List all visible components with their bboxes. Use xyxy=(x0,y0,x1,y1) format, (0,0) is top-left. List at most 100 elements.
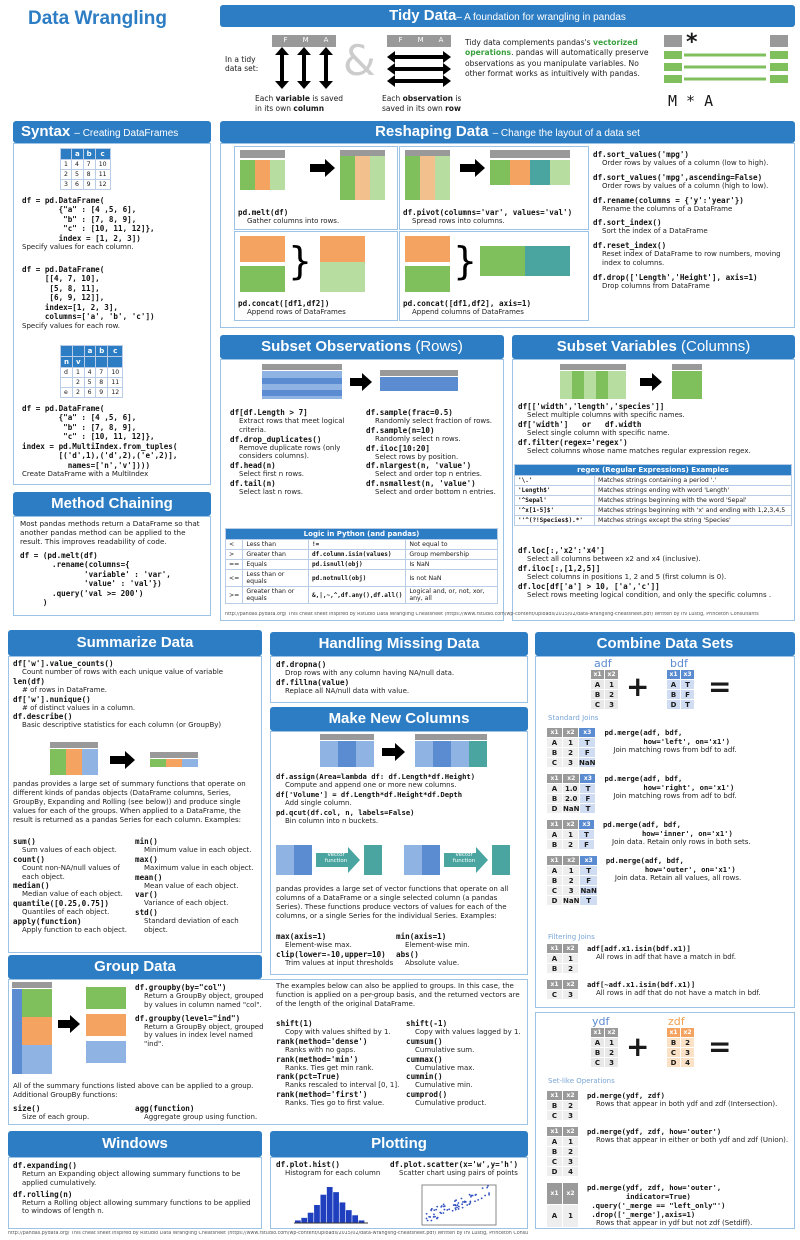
mini-cell: A xyxy=(590,1037,605,1048)
concat-axis-text: pd.concat([df1,df2], axis=1) Append colum… xyxy=(403,299,532,316)
scatter-point xyxy=(460,1197,463,1200)
mini-cell: NaN xyxy=(561,803,581,814)
scatter-point xyxy=(451,1209,454,1212)
mini-cell: 3 xyxy=(604,1057,619,1068)
mini-cell: B xyxy=(590,1047,605,1058)
mini-cell: A xyxy=(546,829,563,840)
mini-cell: D xyxy=(666,1057,681,1068)
concat-axis-panel xyxy=(399,231,589,321)
pivot-text: df.pivot(columns='var', values='val') Spr… xyxy=(403,208,573,225)
mini-cell: x1 xyxy=(546,819,563,830)
reshape-header: Reshaping Data – Change the layout of a … xyxy=(220,121,795,143)
result-table: x1 x2 B 2 C 3 xyxy=(546,1090,579,1121)
ydf-table: x1 x2 A 1 B 2 C 3 xyxy=(590,1027,619,1068)
mini-cell: 1 xyxy=(562,829,579,840)
tidy-columns-icon xyxy=(272,35,336,89)
mini-cell: NaN xyxy=(577,757,597,768)
mini-table: x1 x3 A T B F D T xyxy=(666,669,695,710)
scatter-point xyxy=(435,1208,438,1211)
scatter-point xyxy=(470,1194,473,1197)
group-para2: The examples below can also be applied t… xyxy=(276,982,520,1009)
merge-code: adf[~adf.x1.isin(bdf.x1)] xyxy=(587,980,696,989)
tidy-vectorized-icon xyxy=(664,35,788,83)
scatter-point xyxy=(474,1200,476,1203)
scatter-point xyxy=(488,1192,490,1195)
mini-cell: 2 xyxy=(562,747,579,758)
pivot-panel xyxy=(399,146,589,230)
combine-row: x1 x2 C 3 adf[~adf.x1.isin(bdf.x1)] All rows … xyxy=(546,979,792,1000)
combine-row: x1 x2 A 1 B 2 C 3 D 4 pd.merge(ydf, zdf, how='oute… xyxy=(546,1126,792,1177)
merge-code: pd.merge(ydf, zdf, how='outer', indicato… xyxy=(587,1183,726,1219)
hist-bar xyxy=(314,1205,320,1223)
scatter-point xyxy=(488,1193,490,1196)
newcols-right: min(axis=1) Element-wise min. abs() Absolu… xyxy=(396,932,470,967)
mini-cell: NaN xyxy=(561,895,581,906)
hist-bar xyxy=(307,1212,314,1223)
group-right: agg(function) Aggregate group using funct… xyxy=(135,1104,258,1121)
scatter-point xyxy=(436,1205,439,1208)
mini-cell: x2 xyxy=(561,773,581,784)
mini-cell: 3 xyxy=(561,885,581,896)
mini-cell: x1 xyxy=(546,943,563,954)
mini-cell: x2 xyxy=(562,1126,579,1137)
scatter-point xyxy=(433,1213,435,1216)
mini-cell: x1 xyxy=(590,669,605,680)
hist-bar xyxy=(333,1192,339,1223)
tidy-rows-icon xyxy=(387,35,451,87)
mini-cell: x1 xyxy=(546,773,563,784)
mini-cell: x1 xyxy=(546,1181,563,1206)
mini-cell: 2 xyxy=(562,1146,579,1157)
scatter-point xyxy=(486,1186,489,1189)
mini-cell: D xyxy=(546,895,563,906)
scatter-plot xyxy=(421,1184,497,1226)
scatter-point xyxy=(484,1194,487,1197)
mini-cell: T xyxy=(680,699,695,710)
mini-cell: 1.0 xyxy=(561,783,581,794)
mini-cell: F xyxy=(579,793,597,804)
vector-function-label-1: Vector function xyxy=(324,852,348,864)
mini-cell: T xyxy=(579,803,597,814)
scatter-point xyxy=(443,1208,446,1211)
subset-cols-header: Subset Variables (Columns) xyxy=(512,335,795,359)
logic-table: Logic in Python (and pandas) < Less than!… xyxy=(224,528,498,604)
combine-row: x1 x2 A 1 B 2 adf[adf.x1.isin(bdf.x1)] All rows… xyxy=(546,943,792,974)
ydf-label: ydf xyxy=(592,1015,610,1028)
concat-axis-diagram: } xyxy=(405,236,570,292)
summarize-left: sum() Sum values of each object. count() C… xyxy=(13,837,127,934)
plus-icon: + xyxy=(626,670,650,703)
mini-cell: 4 xyxy=(562,1166,579,1177)
scatter-point xyxy=(430,1219,433,1222)
mini-cell: C xyxy=(546,989,563,1000)
scatter-point xyxy=(434,1215,436,1218)
adf-table: x1 x2 A 1 B 2 C 3 xyxy=(590,669,619,710)
mini-cell: x1 xyxy=(546,979,563,990)
hist-bar xyxy=(295,1220,301,1223)
scatter-point xyxy=(442,1205,445,1208)
mini-cell: A xyxy=(546,953,563,964)
syntax-section xyxy=(13,143,211,485)
merge-desc: Join data. Retain all values, all rows. xyxy=(614,874,742,882)
mini-cell: T xyxy=(579,783,597,794)
merge-code: pd.merge(ydf, zdf) xyxy=(587,1091,665,1100)
mini-cell: 2 xyxy=(561,875,581,886)
subset-cols-diagram xyxy=(560,364,702,399)
subset-rows-left: df[df.Length > 7] Extract rows that meet … xyxy=(230,408,345,496)
scatter-point xyxy=(469,1200,472,1203)
setlike-label: Set-like Operations xyxy=(548,1077,615,1085)
group-header: Group Data xyxy=(8,955,262,979)
mini-cell: 1 xyxy=(604,679,619,690)
scatter-point xyxy=(435,1217,438,1220)
mini-cell: x1 xyxy=(546,727,563,738)
hist-bar xyxy=(339,1202,346,1223)
filtering-joins-label: Filtering Joins xyxy=(548,933,595,941)
scatter-point xyxy=(454,1207,457,1210)
scatter-point xyxy=(448,1208,451,1211)
group-l2: shift(1) Copy with values shifted by 1. r… xyxy=(276,1019,400,1107)
mini-cell: A xyxy=(546,1204,563,1228)
concat-diagram: } xyxy=(240,236,365,292)
scatter-point xyxy=(446,1209,449,1211)
result-table: x1 x2 x3 A 1 T B 2 F C 3 NaN xyxy=(546,727,597,768)
plotting-header: Plotting xyxy=(270,1131,528,1157)
summarize-top: df['w'].value_counts() Count number of ro… xyxy=(13,659,224,730)
